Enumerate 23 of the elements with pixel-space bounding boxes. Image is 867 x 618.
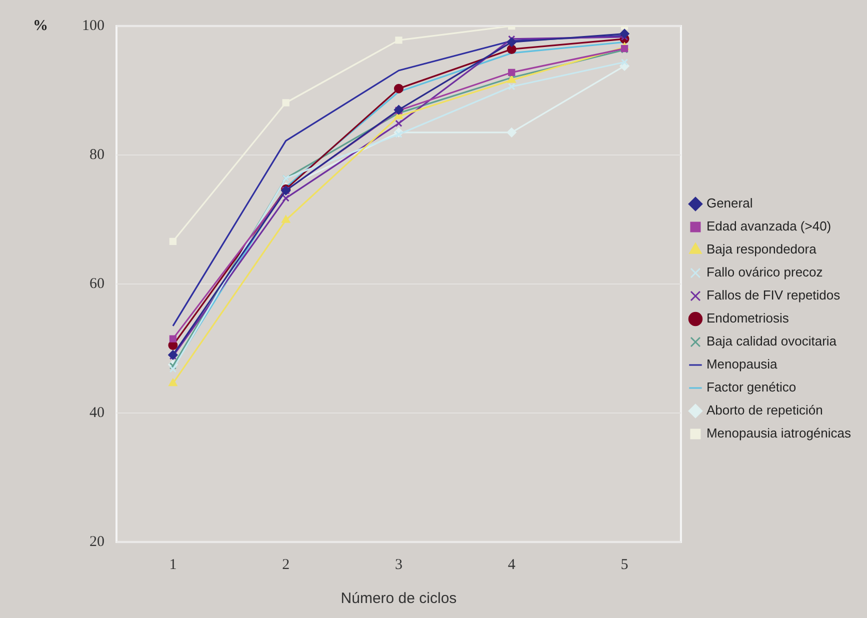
x-tick-label: 3 [394, 556, 402, 573]
legend-label: Menopausia [706, 356, 778, 372]
x-tick-label: 1 [169, 556, 177, 573]
legend-label: Edad avanzada (>40) [706, 218, 832, 234]
x-tick-label: 4 [508, 556, 516, 573]
legend-label: Menopausia iatrogénicas [706, 426, 852, 441]
legend-label: Factor genético [706, 380, 796, 395]
legend-label: General [706, 196, 753, 211]
y-tick-label: 20 [90, 534, 104, 550]
legend-label: Fallo ovárico precoz [706, 264, 823, 280]
y-tick-label: 100 [82, 18, 104, 34]
x-axis-title: Número de ciclos [340, 590, 457, 608]
legend-label: Fallos de FIV repetidos [706, 288, 841, 303]
legend-label: Aborto de repetición [706, 402, 823, 418]
y-axis-title: % [33, 18, 48, 34]
x-tick-label: 5 [620, 556, 628, 573]
y-tick-label: 40 [90, 404, 104, 421]
legend-label: Baja calidad ovocitaria [706, 334, 838, 349]
legend-label: Endometriosis [706, 310, 790, 326]
y-tick-label: 60 [90, 276, 104, 292]
y-tick-label: 80 [90, 146, 104, 163]
legend-label: Baja respondedora [706, 242, 818, 257]
x-tick-label: 2 [282, 556, 290, 573]
